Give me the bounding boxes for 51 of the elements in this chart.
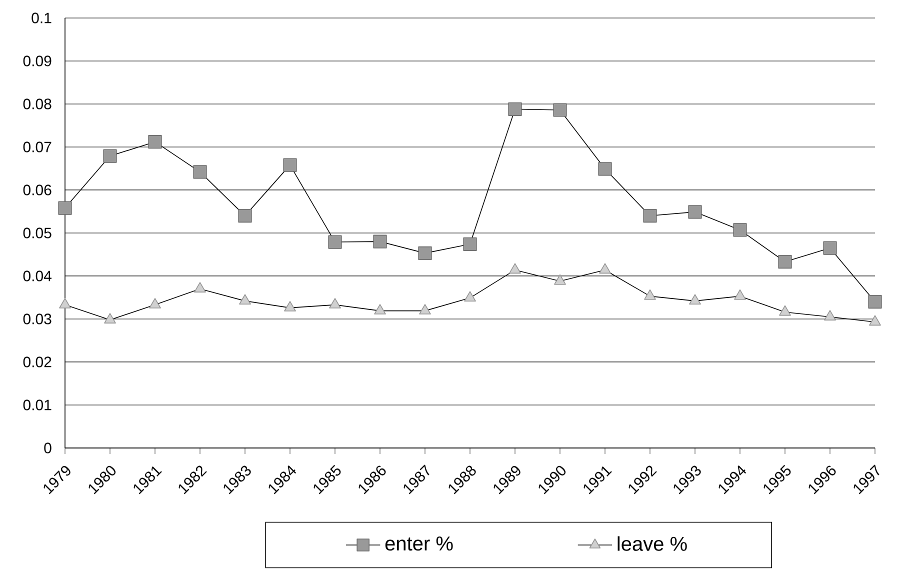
point (463, 237, 477, 251)
point (869, 315, 881, 326)
y-tick-label: 0.03 (23, 314, 52, 324)
point (284, 301, 296, 312)
point (733, 223, 747, 237)
point (824, 310, 836, 320)
point (734, 289, 746, 300)
y-tick-label: 0.05 (23, 228, 52, 238)
point (643, 208, 657, 223)
point (58, 201, 72, 215)
legend-label: enter % (385, 536, 453, 551)
y-tick-label: 0.06 (23, 184, 52, 196)
point (103, 149, 117, 163)
point (823, 241, 837, 255)
point (329, 298, 341, 308)
point (238, 208, 252, 223)
y-tick-label: 0 (44, 442, 52, 454)
point (239, 294, 251, 305)
point (598, 162, 612, 176)
point (194, 282, 206, 292)
point (328, 235, 342, 249)
point (868, 294, 882, 309)
y-tick-label: 0.01 (23, 400, 52, 410)
point (193, 165, 207, 179)
point (779, 305, 791, 316)
y-tick-label: 0.07 (23, 142, 52, 152)
point (373, 234, 387, 248)
point (464, 291, 476, 302)
legend-label: leave % (618, 536, 687, 551)
point (599, 263, 611, 274)
point (104, 313, 116, 324)
point (374, 304, 386, 314)
point (148, 135, 162, 149)
point (553, 103, 567, 117)
point (509, 263, 521, 274)
point (418, 246, 432, 260)
y-tick-label: 0.02 (23, 356, 52, 368)
point (689, 294, 701, 305)
y-tick-label: 0.09 (23, 56, 52, 66)
point (644, 289, 656, 300)
point (283, 158, 297, 172)
y-tick-label: 0.04 (23, 270, 52, 282)
point (149, 298, 161, 308)
point (419, 304, 431, 314)
point (59, 298, 71, 308)
y-tick-label: 0.1 (32, 12, 52, 24)
point (688, 205, 702, 219)
y-tick-label: 0.08 (23, 98, 52, 110)
point (778, 255, 792, 269)
point (508, 102, 522, 116)
point (554, 274, 566, 285)
